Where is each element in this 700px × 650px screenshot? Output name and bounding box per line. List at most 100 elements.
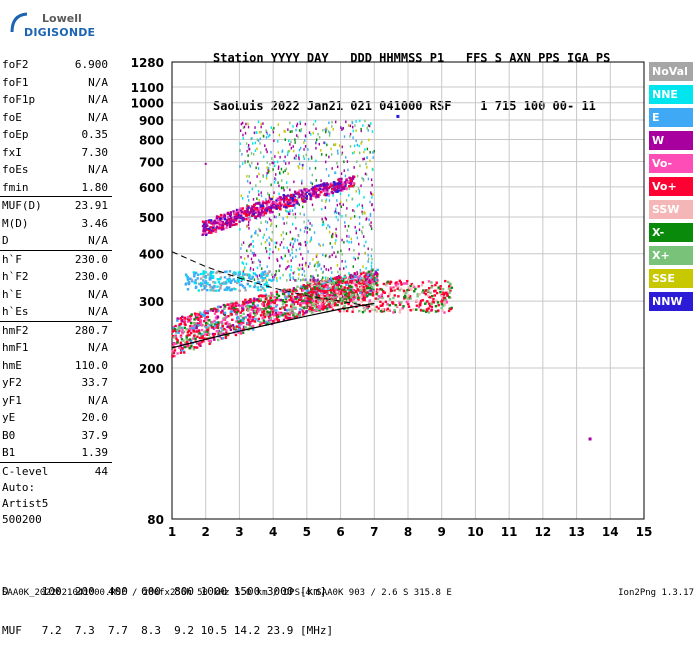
echo-point [252, 324, 255, 328]
echo-point [262, 303, 266, 306]
echo-point [433, 294, 437, 297]
param-name: hmF2 [2, 323, 29, 337]
echo-point [225, 329, 228, 332]
echo-point [243, 302, 246, 306]
echo-point [265, 203, 269, 206]
echo-point [363, 298, 366, 302]
echo-point [357, 280, 361, 284]
param-name: foEp [2, 128, 29, 141]
echo-point [325, 227, 328, 230]
echo-point [335, 120, 337, 124]
echo-point [305, 153, 307, 157]
echo-point [389, 289, 393, 293]
echo-point [314, 293, 318, 297]
echo-point [295, 157, 297, 160]
echo-point [282, 170, 285, 174]
echo-point [334, 183, 337, 186]
echo-point [345, 199, 348, 202]
echo-point [354, 124, 356, 127]
echo-point [240, 276, 243, 279]
echo-point [286, 210, 288, 213]
echo-point [333, 211, 336, 214]
echo-point [334, 171, 336, 175]
echo-point [244, 298, 247, 301]
echo-point [260, 211, 263, 215]
echo-point [351, 289, 355, 292]
echo-point [246, 179, 249, 183]
echo-point [246, 210, 249, 213]
echo-point [318, 309, 321, 312]
echo-point [245, 273, 248, 276]
param-row: foF1 N/A [0, 74, 112, 92]
echo-point [304, 301, 308, 305]
echo-point [201, 335, 204, 338]
echo-point [352, 296, 355, 299]
echo-point [352, 129, 354, 133]
echo-point [277, 181, 279, 185]
echo-point [409, 284, 412, 288]
echo-point [225, 226, 228, 230]
echo-point [288, 308, 291, 311]
echo-point [292, 306, 295, 309]
echo-point [361, 298, 365, 302]
echo-point [230, 304, 234, 308]
echo-point [353, 144, 356, 148]
echo-point [300, 305, 304, 309]
echo-point [223, 214, 226, 218]
echo-point [303, 230, 306, 233]
echo-point [217, 331, 220, 334]
echo-point [396, 114, 400, 118]
echo-point [437, 309, 440, 312]
echo-point [217, 321, 220, 324]
echo-point [222, 281, 226, 284]
echo-point [328, 185, 332, 188]
echo-point [283, 246, 285, 249]
echo-point [417, 305, 421, 309]
echo-point [312, 186, 315, 189]
echo-point [204, 225, 207, 229]
echo-point [331, 167, 333, 170]
echo-point [312, 123, 315, 126]
echo-point [314, 284, 318, 288]
echo-point [322, 243, 324, 247]
echo-point [220, 321, 223, 324]
echo-point [407, 302, 410, 306]
echo-point [353, 256, 355, 260]
echo-point [386, 307, 390, 311]
echo-point [323, 299, 327, 303]
echo-point [364, 119, 366, 123]
echo-point [371, 285, 374, 289]
echo-point [303, 148, 305, 151]
echo-point [275, 202, 278, 205]
echo-point [261, 202, 264, 205]
echo-point [249, 243, 251, 247]
echo-point [254, 215, 258, 218]
echo-point [207, 220, 211, 224]
echo-point [258, 193, 260, 196]
echo-point [305, 190, 308, 194]
echo-point [256, 304, 259, 307]
echo-point [238, 209, 242, 212]
echo-point [316, 280, 320, 283]
param-name: yF2 [2, 376, 22, 389]
echo-point [293, 149, 295, 153]
echo-point [267, 171, 270, 174]
echo-point [363, 196, 365, 199]
echo-point [315, 179, 317, 182]
echo-point [361, 176, 363, 180]
echo-point [389, 288, 393, 291]
echo-point [251, 318, 254, 321]
echo-point [350, 217, 352, 220]
echo-point [178, 323, 181, 326]
echo-point [218, 226, 222, 229]
echo-point [428, 304, 432, 308]
echo-point [246, 174, 248, 178]
echo-point [367, 177, 370, 181]
echo-point [325, 193, 328, 197]
echo-point [287, 128, 289, 131]
echo-point [257, 120, 260, 124]
echo-point [393, 294, 396, 297]
echo-point [285, 304, 288, 307]
echo-point [279, 243, 281, 247]
echo-point [253, 278, 256, 281]
